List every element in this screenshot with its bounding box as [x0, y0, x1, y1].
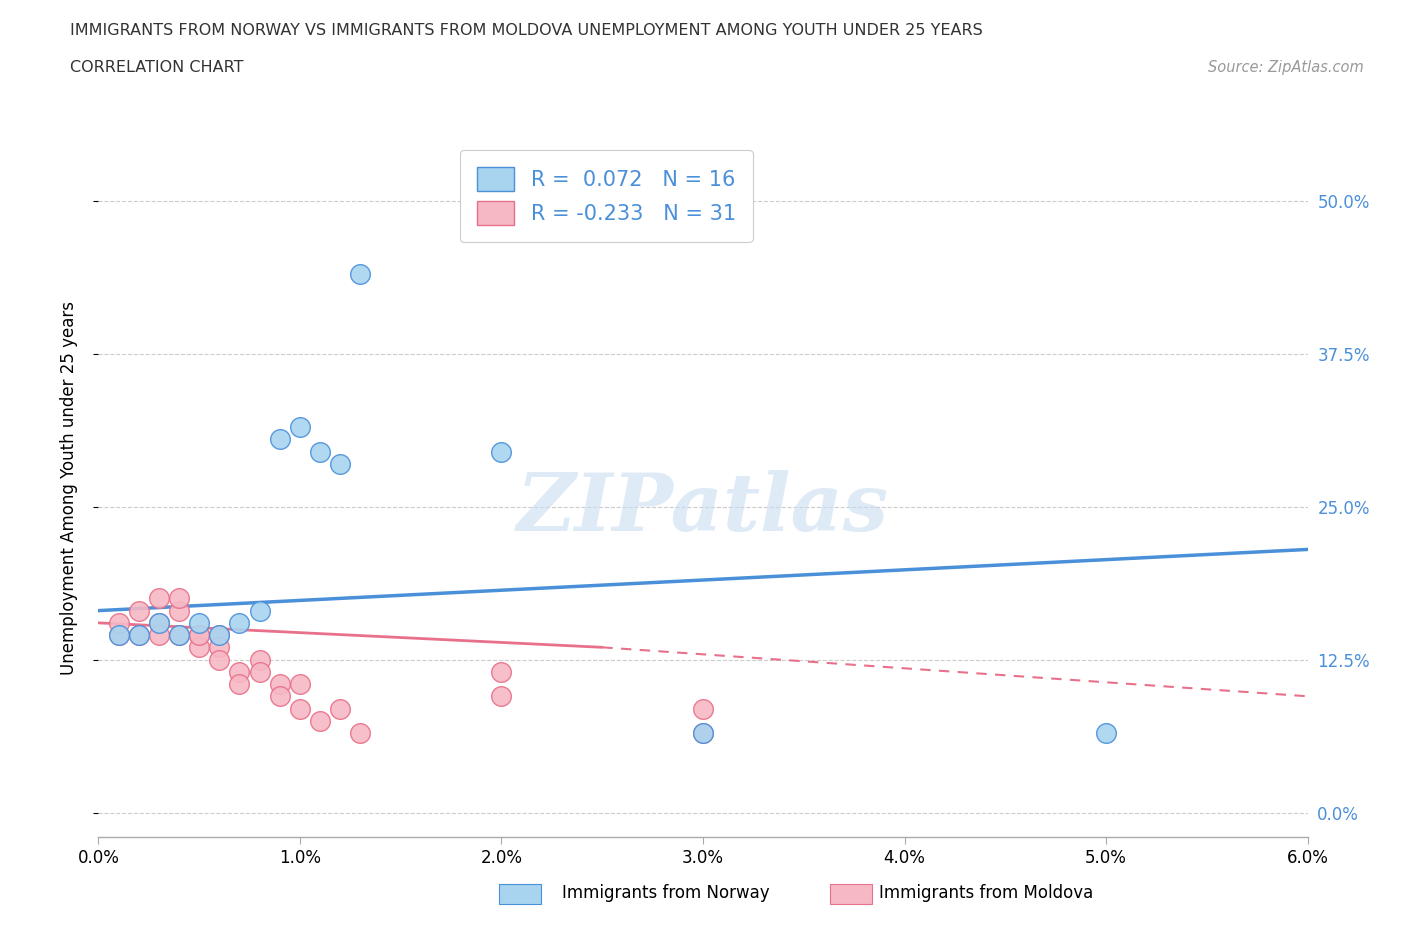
Point	[208, 652, 231, 667]
Point	[167, 628, 190, 643]
Point	[148, 616, 170, 631]
Point	[188, 628, 211, 643]
Legend: R =  0.072   N = 16, R = -0.233   N = 31: R = 0.072 N = 16, R = -0.233 N = 31	[460, 150, 752, 242]
Text: Immigrants from Moldova: Immigrants from Moldova	[879, 884, 1092, 902]
Point	[107, 628, 129, 643]
Point	[228, 677, 250, 692]
Point	[491, 664, 513, 679]
Point	[692, 725, 714, 740]
Point	[329, 457, 352, 472]
Point	[148, 616, 170, 631]
Point	[349, 267, 371, 282]
Point	[309, 445, 332, 459]
Text: Source: ZipAtlas.com: Source: ZipAtlas.com	[1208, 60, 1364, 75]
Point	[167, 604, 190, 618]
Text: ZIPatlas: ZIPatlas	[517, 471, 889, 548]
Point	[269, 689, 291, 704]
Point	[269, 432, 291, 446]
Point	[188, 616, 211, 631]
Point	[309, 713, 332, 728]
Point	[167, 591, 190, 605]
Y-axis label: Unemployment Among Youth under 25 years: Unemployment Among Youth under 25 years	[59, 301, 77, 675]
Point	[288, 677, 311, 692]
Point	[148, 591, 170, 605]
Point	[692, 701, 714, 716]
Point	[692, 725, 714, 740]
Point	[349, 725, 371, 740]
Point	[288, 419, 311, 434]
Text: Immigrants from Norway: Immigrants from Norway	[562, 884, 770, 902]
Point	[228, 664, 250, 679]
Point	[249, 652, 271, 667]
Point	[128, 628, 150, 643]
Point	[1095, 725, 1118, 740]
Point	[491, 445, 513, 459]
Text: CORRELATION CHART: CORRELATION CHART	[70, 60, 243, 75]
Point	[269, 677, 291, 692]
Point	[249, 604, 271, 618]
Point	[491, 689, 513, 704]
Point	[128, 628, 150, 643]
Point	[107, 616, 129, 631]
Point	[208, 640, 231, 655]
Point	[208, 628, 231, 643]
Point	[188, 640, 211, 655]
Point	[228, 616, 250, 631]
Point	[329, 701, 352, 716]
Text: IMMIGRANTS FROM NORWAY VS IMMIGRANTS FROM MOLDOVA UNEMPLOYMENT AMONG YOUTH UNDER: IMMIGRANTS FROM NORWAY VS IMMIGRANTS FRO…	[70, 23, 983, 38]
Point	[148, 628, 170, 643]
Point	[128, 604, 150, 618]
Point	[167, 628, 190, 643]
Point	[107, 628, 129, 643]
Point	[249, 664, 271, 679]
Point	[188, 628, 211, 643]
Point	[208, 628, 231, 643]
Point	[288, 701, 311, 716]
